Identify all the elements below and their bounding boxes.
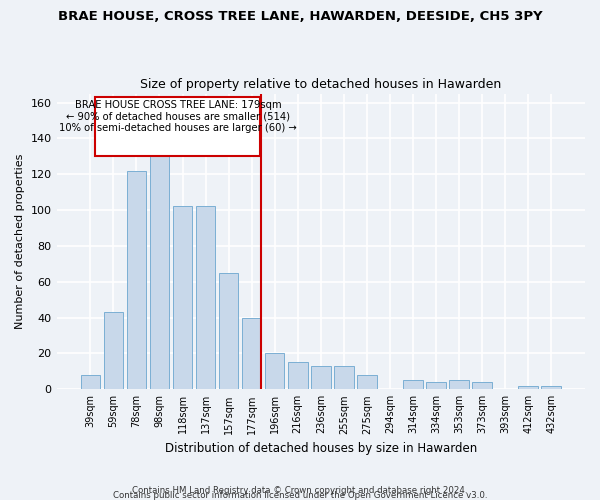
Bar [449, 380, 469, 390]
Bar [541, 386, 561, 390]
FancyBboxPatch shape [95, 97, 260, 156]
Text: BRAE HOUSE CROSS TREE LANE: 179sqm
← 90% of detached houses are smaller (514)
10: BRAE HOUSE CROSS TREE LANE: 179sqm ← 90%… [59, 100, 297, 133]
Bar [403, 380, 423, 390]
Bar [357, 375, 377, 390]
Bar [127, 170, 146, 390]
Bar [149, 156, 169, 390]
Text: BRAE HOUSE, CROSS TREE LANE, HAWARDEN, DEESIDE, CH5 3PY: BRAE HOUSE, CROSS TREE LANE, HAWARDEN, D… [58, 10, 542, 23]
Bar [518, 386, 538, 390]
Bar [242, 318, 262, 390]
Bar [311, 366, 331, 390]
Bar [426, 382, 446, 390]
Bar [265, 354, 284, 390]
Bar [334, 366, 353, 390]
Bar [173, 206, 193, 390]
Bar [104, 312, 123, 390]
Bar [472, 382, 492, 390]
Bar [219, 273, 238, 390]
Bar [80, 375, 100, 390]
Bar [288, 362, 308, 390]
Title: Size of property relative to detached houses in Hawarden: Size of property relative to detached ho… [140, 78, 502, 91]
Bar [196, 206, 215, 390]
Text: Contains HM Land Registry data © Crown copyright and database right 2024.: Contains HM Land Registry data © Crown c… [132, 486, 468, 495]
Text: Contains public sector information licensed under the Open Government Licence v3: Contains public sector information licen… [113, 491, 487, 500]
Y-axis label: Number of detached properties: Number of detached properties [15, 154, 25, 329]
X-axis label: Distribution of detached houses by size in Hawarden: Distribution of detached houses by size … [164, 442, 477, 455]
